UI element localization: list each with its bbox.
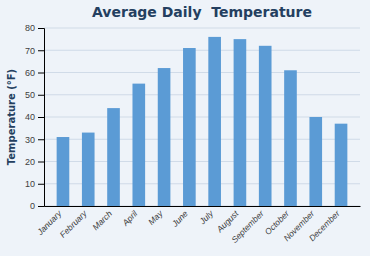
tick-label: December [307,208,343,244]
tick-mark [38,73,44,74]
bar [183,48,196,206]
tick: 60 [25,68,44,78]
tick: 70 [25,46,44,56]
tick-label: 70 [25,46,35,56]
bar [57,137,70,206]
axis-line [45,206,361,207]
bar [335,124,348,206]
tick-mark [38,162,44,163]
tick-mark [38,139,44,140]
tick-mark [38,184,44,185]
tick: 10 [25,179,44,189]
tick: 0 [30,201,44,211]
tick: 20 [25,157,44,167]
tick: June [169,208,190,229]
bar [158,68,171,206]
tick: April [120,208,141,229]
bar [82,133,95,206]
tick: December [307,208,343,244]
x-axis: JanuaryFebruaryMarchAprilMayJuneJulyAugu… [34,207,360,245]
grid-line [44,28,360,29]
background [0,0,370,256]
title: Average Daily Temperature [92,4,312,20]
tick-label: May [146,208,165,227]
tick: May [146,208,165,227]
tick-label: April [120,208,141,229]
tick-mark [38,28,44,29]
grid-line [44,72,360,73]
tick-label: 30 [25,135,35,145]
tick-label: 10 [25,179,35,189]
grid [44,28,360,206]
tick: 40 [25,112,44,122]
bar [309,117,322,206]
bar [259,46,272,206]
chart: 01020304050607080JanuaryFebruaryMarchApr… [0,0,370,256]
bar [234,39,247,206]
bar [107,108,120,206]
tick-mark [38,206,44,207]
tick: 80 [25,23,44,33]
tick: September [229,208,266,245]
tick: 30 [25,135,44,145]
tick-mark [38,50,44,51]
tick-label: March [90,208,114,232]
tick-label: February [58,208,90,240]
grid-line [44,94,360,95]
tick: February [58,208,90,240]
y-axis: 0 10 20 30 40 50 60 70 80 [25,23,45,211]
bar [132,84,145,206]
tick-label: 50 [25,90,35,100]
bar [208,37,221,206]
tick: 50 [25,90,44,100]
bars [57,37,348,206]
tick-label: July [197,208,216,227]
plot-area: 01020304050607080JanuaryFebruaryMarchApr… [25,23,361,245]
tick-label: 60 [25,68,35,78]
tick-mark [38,95,44,96]
tick-label: 80 [25,23,35,33]
y-axis-label: Temperature (°F) [6,69,17,165]
axis-line [38,29,45,207]
tick-label: June [169,208,190,229]
grid-line [44,50,360,51]
bar [284,70,297,206]
tick-mark [38,117,44,118]
tick-label: September [229,208,266,245]
tick-label: 20 [25,157,35,167]
tick-label: 40 [25,112,35,122]
tick: March [90,208,114,232]
tick-label: 0 [30,201,35,211]
tick: July [197,208,216,227]
